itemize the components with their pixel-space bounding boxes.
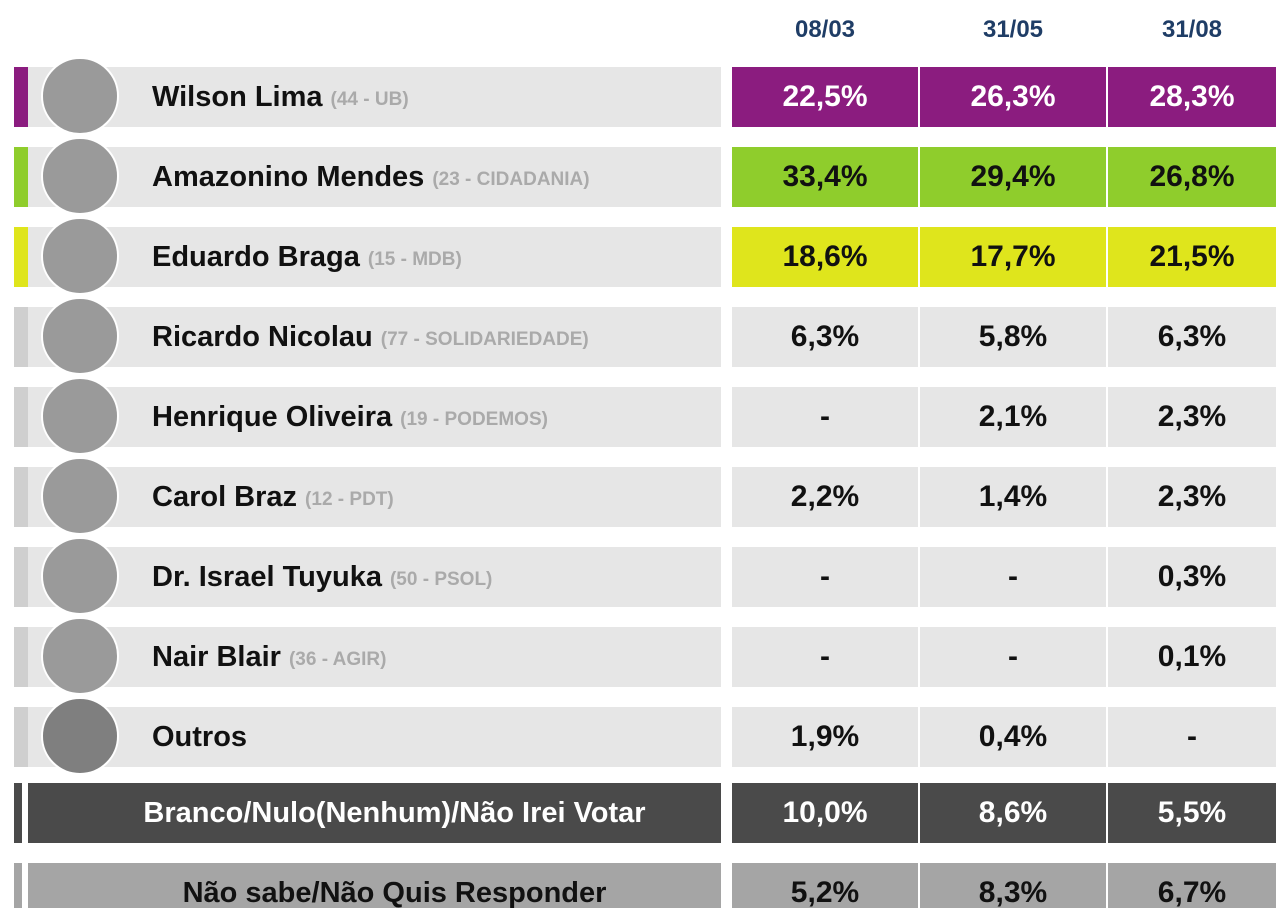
value-cell: 2,3%	[1108, 467, 1276, 527]
total-label: Branco/Nulo(Nenhum)/Não Irei Votar	[28, 783, 721, 843]
photo	[41, 617, 119, 695]
name-cell: Eduardo Braga (15 - MDB)	[28, 227, 721, 287]
party: (12 - PDT)	[305, 489, 394, 511]
photo	[41, 137, 119, 215]
candidate-name: Wilson Lima	[152, 81, 323, 114]
party: (15 - MDB)	[368, 249, 462, 271]
row-strip	[14, 307, 28, 367]
row-strip	[14, 863, 22, 908]
candidate-name: Carol Braz	[152, 481, 297, 514]
value-cell: 0,3%	[1108, 547, 1276, 607]
party: (44 - UB)	[331, 89, 409, 111]
photo	[41, 537, 119, 615]
value-cell: 28,3%	[1108, 67, 1276, 127]
value-cell: -	[732, 547, 918, 607]
row-strip	[14, 147, 28, 207]
value-cell: 6,7%	[1108, 863, 1276, 908]
candidate-name: Ricardo Nicolau	[152, 321, 373, 354]
candidate-name: Outros	[152, 721, 247, 754]
value-cell: 0,4%	[920, 707, 1106, 767]
value-cell: 8,6%	[920, 783, 1106, 843]
value-cell: 8,3%	[920, 863, 1106, 908]
photo	[41, 217, 119, 295]
column-header: 31/08	[1108, 10, 1276, 50]
value-cell: -	[732, 387, 918, 447]
column-header: 31/05	[920, 10, 1106, 50]
photo	[41, 297, 119, 375]
party: (36 - AGIR)	[289, 649, 386, 671]
value-cell: 2,1%	[920, 387, 1106, 447]
value-cell: -	[920, 547, 1106, 607]
value-cell: 2,3%	[1108, 387, 1276, 447]
value-cell: 33,4%	[732, 147, 918, 207]
party: (50 - PSOL)	[390, 569, 492, 591]
party: (77 - SOLIDARIEDADE)	[381, 329, 589, 351]
row-strip	[14, 547, 28, 607]
photo	[41, 57, 119, 135]
value-cell: 22,5%	[732, 67, 918, 127]
value-cell: 6,3%	[1108, 307, 1276, 367]
value-cell: 5,2%	[732, 863, 918, 908]
value-cell: -	[1108, 707, 1276, 767]
photo	[41, 457, 119, 535]
value-cell: -	[732, 627, 918, 687]
row-strip	[14, 387, 28, 447]
candidate-name: Dr. Israel Tuyuka	[152, 561, 382, 594]
value-cell: 5,8%	[920, 307, 1106, 367]
value-cell: 0,1%	[1108, 627, 1276, 687]
name-cell: Henrique Oliveira (19 - PODEMOS)	[28, 387, 721, 447]
page: 08/0331/0531/08 Wilson Lima (44 - UB) 22,5%…	[0, 0, 1276, 908]
column-header: 08/03	[732, 10, 918, 50]
value-cell: 6,3%	[732, 307, 918, 367]
photo	[41, 377, 119, 455]
row-strip	[14, 67, 28, 127]
value-cell: 26,3%	[920, 67, 1106, 127]
name-cell: Wilson Lima (44 - UB)	[28, 67, 721, 127]
name-cell: Amazonino Mendes (23 - CIDADANIA)	[28, 147, 721, 207]
value-cell: -	[920, 627, 1106, 687]
value-cell: 5,5%	[1108, 783, 1276, 843]
value-cell: 26,8%	[1108, 147, 1276, 207]
party: (23 - CIDADANIA)	[432, 169, 589, 191]
name-cell: Nair Blair (36 - AGIR)	[28, 627, 721, 687]
row-strip	[14, 707, 28, 767]
value-cell: 17,7%	[920, 227, 1106, 287]
value-cell: 1,4%	[920, 467, 1106, 527]
value-cell: 1,9%	[732, 707, 918, 767]
candidate-name: Henrique Oliveira	[152, 401, 392, 434]
value-cell: 10,0%	[732, 783, 918, 843]
candidate-name: Amazonino Mendes	[152, 161, 424, 194]
party: (19 - PODEMOS)	[400, 409, 548, 431]
candidate-name: Nair Blair	[152, 641, 281, 674]
row-strip	[14, 627, 28, 687]
row-strip	[14, 467, 28, 527]
value-cell: 29,4%	[920, 147, 1106, 207]
value-cell: 2,2%	[732, 467, 918, 527]
row-strip	[14, 783, 22, 843]
name-cell: Outros	[28, 707, 721, 767]
name-cell: Dr. Israel Tuyuka (50 - PSOL)	[28, 547, 721, 607]
row-strip	[14, 227, 28, 287]
value-cell: 21,5%	[1108, 227, 1276, 287]
candidate-name: Eduardo Braga	[152, 241, 360, 274]
name-cell: Ricardo Nicolau (77 - SOLIDARIEDADE)	[28, 307, 721, 367]
photo	[41, 697, 119, 775]
value-cell: 18,6%	[732, 227, 918, 287]
total-label: Não sabe/Não Quis Responder	[28, 863, 721, 908]
name-cell: Carol Braz (12 - PDT)	[28, 467, 721, 527]
